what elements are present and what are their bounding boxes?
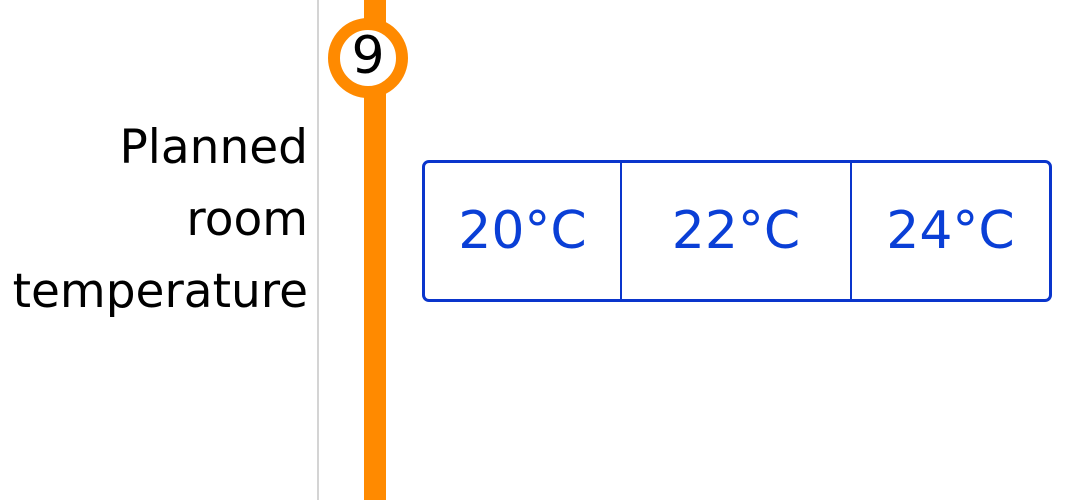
option-20c-label: 20°C	[458, 201, 587, 261]
progress-track-line	[364, 0, 386, 500]
question-label: Planned room temperature	[0, 112, 308, 328]
option-24c-button[interactable]: 24°C	[850, 163, 1049, 299]
temperature-option-group: 20°C 22°C 24°C	[422, 160, 1052, 302]
option-20c-button[interactable]: 20°C	[425, 163, 620, 299]
question-label-line-2: room	[186, 192, 308, 247]
option-22c-label: 22°C	[671, 201, 801, 261]
step-number: 9	[351, 26, 385, 86]
question-label-line-3: temperature	[12, 264, 308, 319]
step-badge: 9	[328, 18, 408, 98]
section-divider	[317, 0, 319, 500]
question-label-line-1: Planned	[119, 120, 308, 175]
option-22c-button[interactable]: 22°C	[620, 163, 850, 299]
option-24c-label: 24°C	[886, 201, 1015, 261]
